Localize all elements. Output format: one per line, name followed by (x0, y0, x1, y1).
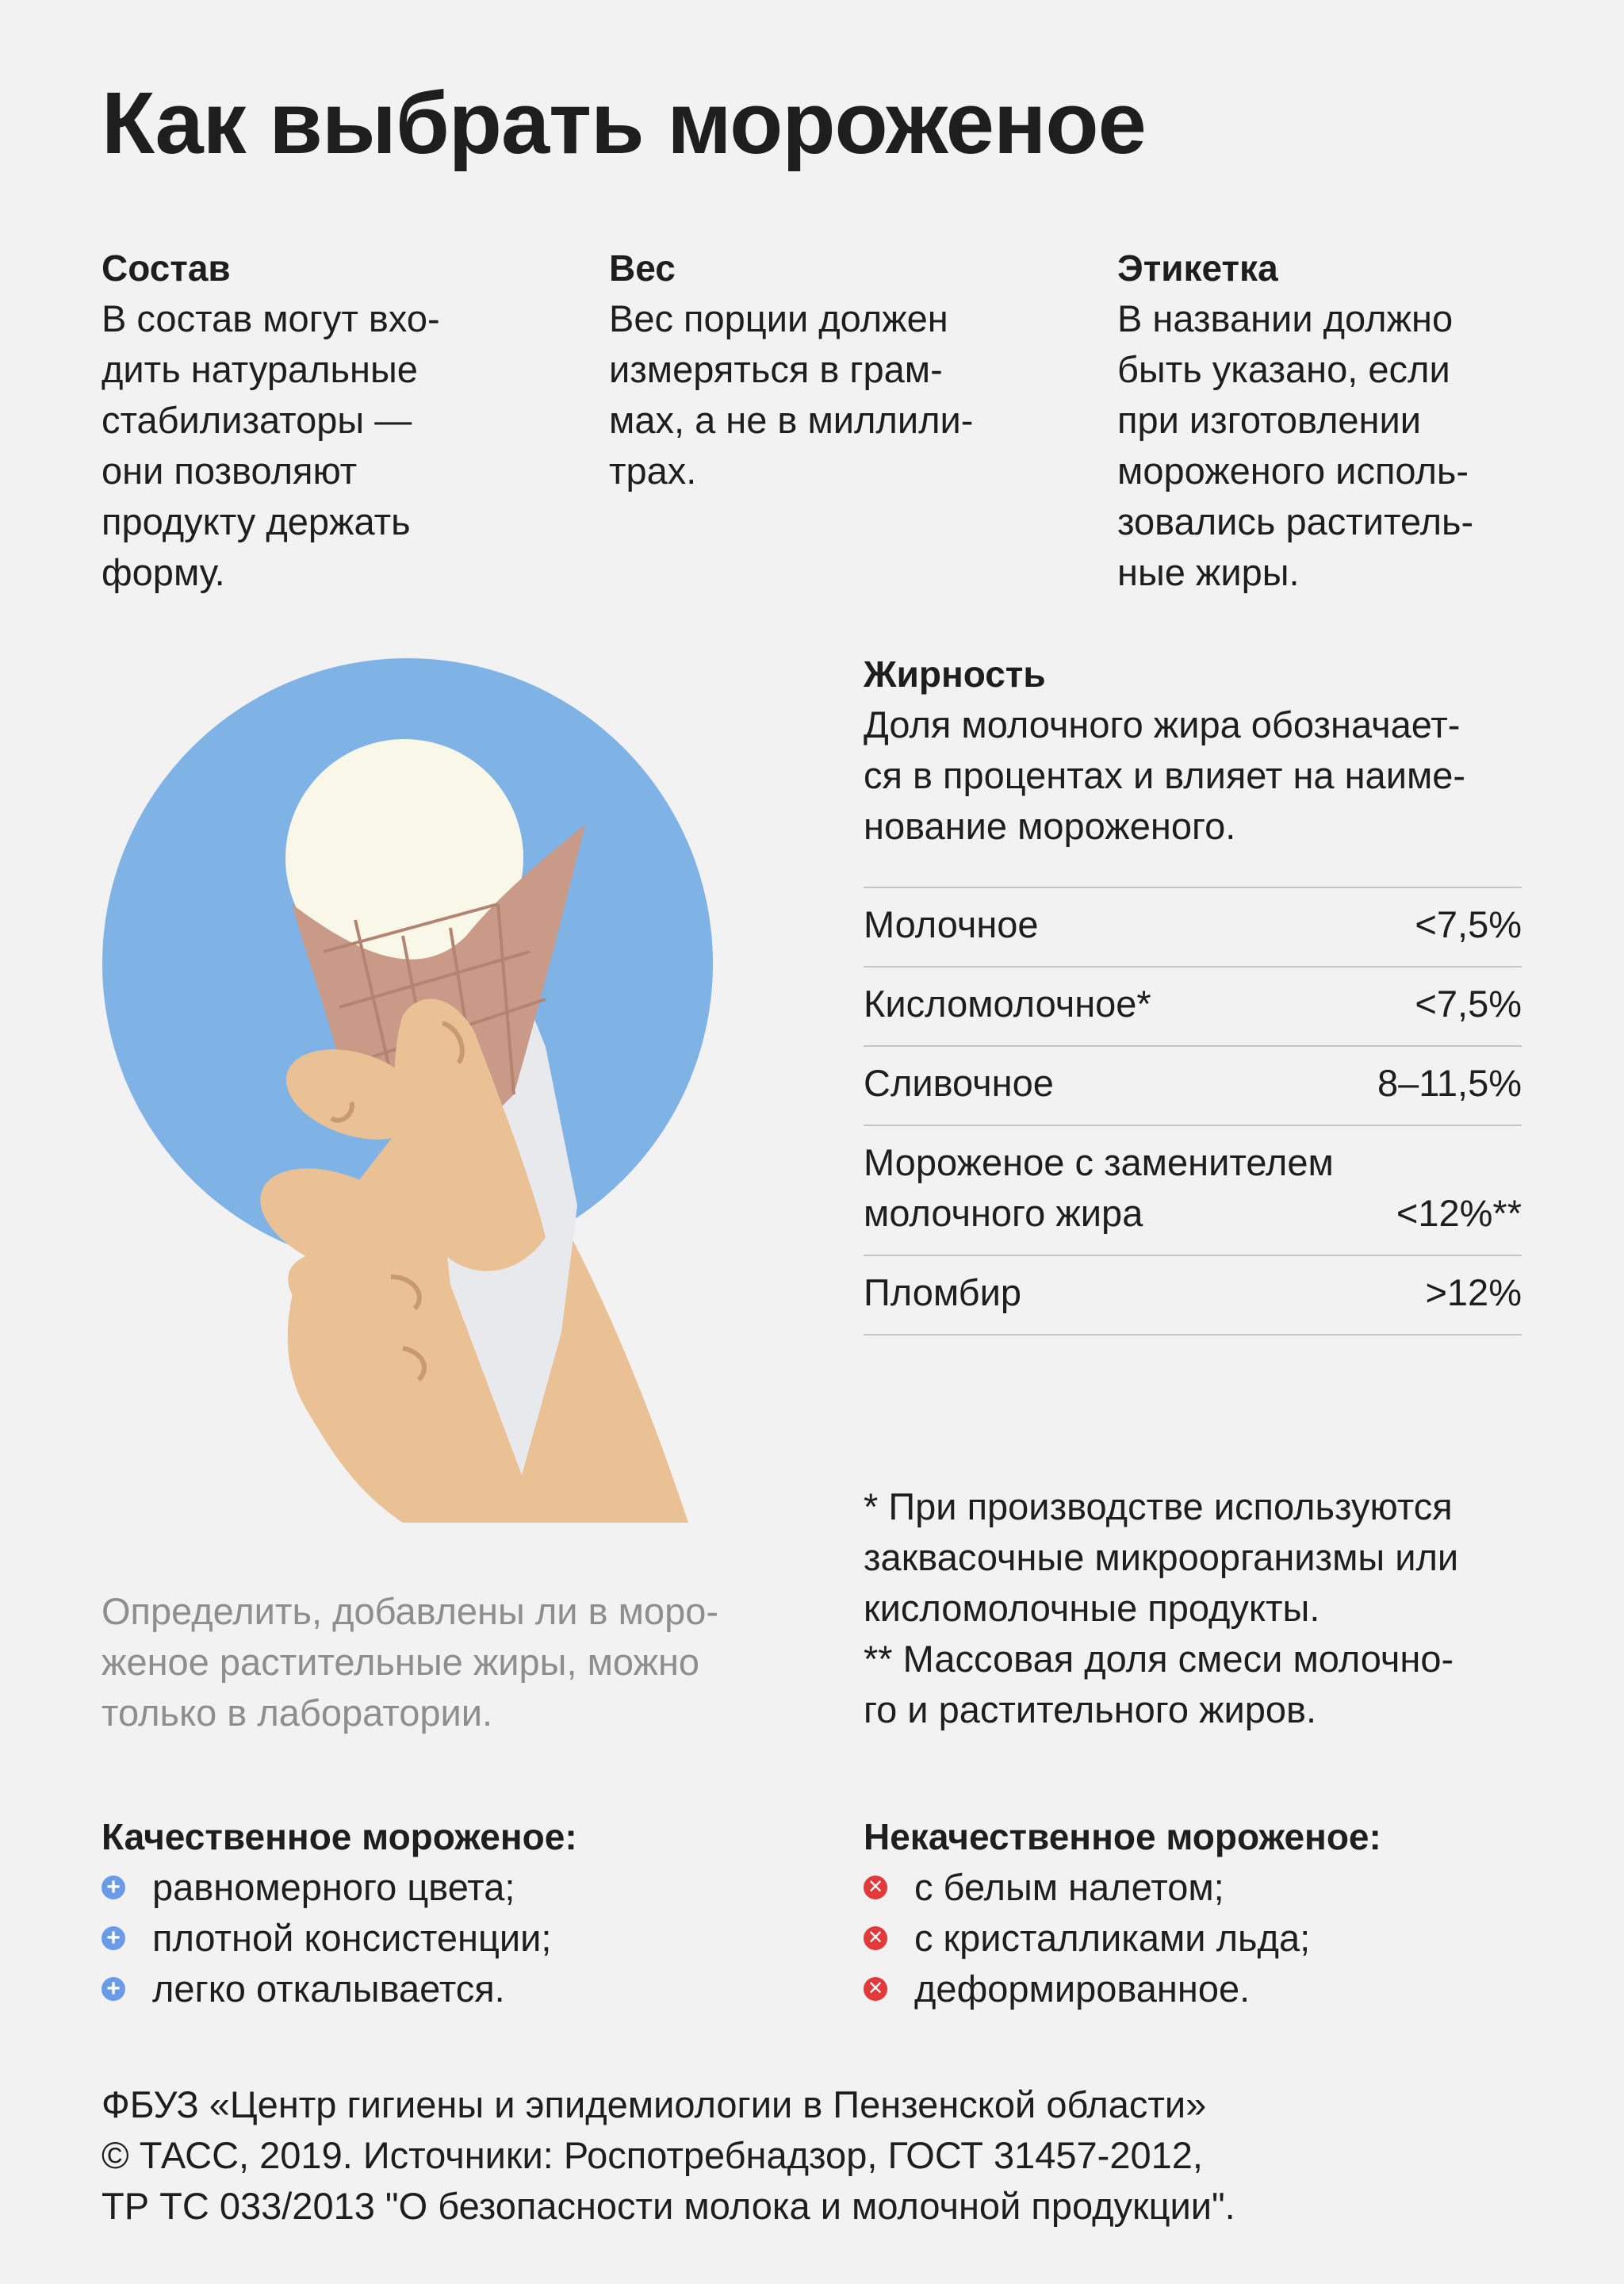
list-item: + легко откалывается. (102, 1964, 577, 2014)
table-row: Сливочное 8–11,5% (864, 1047, 1522, 1126)
row-value: <7,5% (1415, 903, 1522, 945)
table-row: Пломбир >12% (864, 1256, 1522, 1336)
row-name: Кисломолочное* (864, 983, 1151, 1025)
cross-circle-icon: ✕ (864, 1977, 887, 2001)
row-value: <12%** (1396, 1192, 1522, 1234)
weight-section: Вес Вес порции должен измеряться в грам-… (609, 243, 1053, 496)
fat-description: Доля молочного жира обозначает- ся в про… (864, 703, 1466, 847)
fat-heading: Жирность (864, 653, 1046, 695)
label-section: Этикетка В названии должно быть указано,… (1117, 243, 1593, 598)
row-value: 8–11,5% (1377, 1062, 1522, 1104)
fat-table: Молочное <7,5% Кисломолочное* <7,5% Слив… (864, 887, 1522, 1336)
bad-heading: Некачественное мороженое: (864, 1816, 1381, 1857)
row-name: Пломбир (864, 1271, 1021, 1313)
row-value: >12% (1425, 1271, 1522, 1313)
label-text: В названии должно быть указано, если при… (1117, 297, 1474, 593)
fat-section: Жирность Доля молочного жира обозначает-… (864, 649, 1522, 852)
cross-circle-icon: ✕ (864, 1926, 887, 1950)
good-list: Качественное мороженое: + равномерного цв… (102, 1811, 577, 2014)
item-text: с кристалликами льда; (914, 1917, 1311, 1959)
item-text: равномерного цвета; (152, 1866, 515, 1908)
item-text: деформированное. (914, 1968, 1251, 2010)
label-heading: Этикетка (1117, 247, 1278, 289)
table-row: Молочное <7,5% (864, 888, 1522, 968)
weight-heading: Вес (609, 247, 676, 289)
bad-list: Некачественное мороженое: ✕ с белым налет… (864, 1811, 1381, 2014)
cross-circle-icon: ✕ (864, 1876, 887, 1899)
plus-circle-icon: + (102, 1876, 125, 1899)
source-footer: ФБУЗ «Центр гигиены и эпидемиологии в Пе… (102, 2083, 1235, 2227)
page-title: Как выбрать мороженое (102, 75, 1147, 172)
item-text: с белым налетом; (914, 1866, 1224, 1908)
list-item: ✕ деформированное. (864, 1964, 1381, 2014)
plus-circle-icon: + (102, 1977, 125, 2001)
list-item: + плотной консистенции; (102, 1913, 577, 1964)
row-value: <7,5% (1415, 983, 1522, 1025)
weight-text: Вес порции должен измеряться в грам- мах… (609, 297, 974, 492)
list-item: ✕ с белым налетом; (864, 1862, 1381, 1913)
good-heading: Качественное мороженое: (102, 1816, 577, 1857)
row-name: Молочное (864, 903, 1039, 945)
table-row: Мороженое с заменителем молочного жира <… (864, 1126, 1522, 1256)
item-text: легко откалывается. (152, 1968, 505, 2010)
lab-note: Определить, добавлены ли в моро- женое р… (102, 1590, 719, 1734)
item-text: плотной консистенции; (152, 1917, 552, 1959)
composition-section: Состав В состав могут вхо- дить натураль… (102, 243, 546, 598)
ice-cream-illustration (102, 658, 713, 1523)
list-item: + равномерного цвета; (102, 1862, 577, 1913)
row-name: Мороженое с заменителем молочного жира (864, 1141, 1334, 1234)
composition-text: В состав могут вхо- дить натуральные ста… (102, 297, 440, 593)
composition-heading: Состав (102, 247, 231, 289)
footnotes: * При производстве используются заквасоч… (864, 1485, 1459, 1730)
list-item: ✕ с кристалликами льда; (864, 1913, 1381, 1964)
plus-circle-icon: + (102, 1926, 125, 1950)
row-name: Сливочное (864, 1062, 1054, 1104)
table-row: Кисломолочное* <7,5% (864, 968, 1522, 1047)
